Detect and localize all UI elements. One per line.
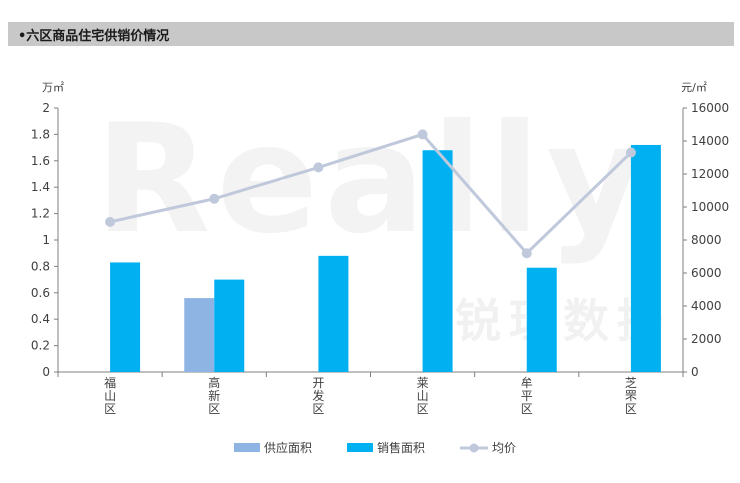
x-tick-label: 芝罘区 xyxy=(625,375,637,416)
x-tick-label: 牟平区 xyxy=(521,375,533,416)
y-right-tick-label: 10000 xyxy=(691,200,729,214)
point-avg-price xyxy=(417,129,428,140)
y-left-tick-label: 0.6 xyxy=(31,286,50,300)
y-left-tick-label: 1.2 xyxy=(31,207,50,221)
y-right-unit: 元/㎡ xyxy=(681,81,707,94)
legend-swatch-supply xyxy=(234,443,260,452)
line-avg-price xyxy=(109,132,632,256)
bar-sales xyxy=(526,267,557,372)
y-left-unit: 万㎡ xyxy=(42,81,64,94)
section-title: •六区商品住宅供销价情况 xyxy=(18,29,170,44)
bar-sales xyxy=(630,144,661,372)
bar-sales xyxy=(422,150,453,372)
legend: 供应面积 销售面积 均价 xyxy=(0,439,740,457)
point-avg-price xyxy=(313,162,324,173)
point-avg-price xyxy=(521,248,532,259)
point-avg-price xyxy=(105,216,116,227)
y-right-tick-label: 6000 xyxy=(691,266,722,280)
legend-label-supply: 供应面积 xyxy=(264,441,313,455)
y-right-tick-label: 14000 xyxy=(691,134,729,148)
y-left-tick-label: 0.2 xyxy=(31,339,50,353)
point-avg-price xyxy=(209,193,220,204)
y-left-tick-label: 1.8 xyxy=(31,127,50,141)
y-right-tick-label: 8000 xyxy=(691,233,722,247)
y-right-tick-label: 2000 xyxy=(691,332,722,346)
legend-label-avg-price: 均价 xyxy=(492,441,517,455)
y-left-tick-label: 0.8 xyxy=(31,259,50,273)
legend-swatch-avg-price xyxy=(460,443,488,453)
x-tick-label: 高新区 xyxy=(208,375,220,416)
y-right-tick-label: 0 xyxy=(691,365,699,379)
y-left-tick-label: 1.4 xyxy=(31,180,50,194)
y-left-tick-label: 0 xyxy=(42,365,50,379)
legend-label-sales: 销售面积 xyxy=(377,441,426,455)
x-tick-label: 莱山区 xyxy=(417,376,429,416)
y-left-tick-label: 1.6 xyxy=(31,154,50,168)
y-left-tick-label: 1 xyxy=(42,233,50,247)
y-left-tick-label: 2 xyxy=(42,101,50,115)
y-right-tick-label: 12000 xyxy=(691,167,729,181)
bar-sales xyxy=(110,262,141,372)
bar-sales xyxy=(318,255,349,372)
y-right-tick-label: 4000 xyxy=(691,299,722,313)
bar-supply xyxy=(184,298,215,372)
y-left-tick-label: 0.4 xyxy=(31,312,50,326)
bar-sales xyxy=(214,279,245,372)
x-tick-label: 开发区 xyxy=(312,376,324,416)
y-right-tick-label: 16000 xyxy=(691,101,729,115)
legend-swatch-sales xyxy=(347,443,373,452)
x-tick-label: 福山区 xyxy=(104,375,116,416)
section-title-bar: •六区商品住宅供销价情况 xyxy=(8,22,734,46)
point-avg-price xyxy=(625,147,636,158)
